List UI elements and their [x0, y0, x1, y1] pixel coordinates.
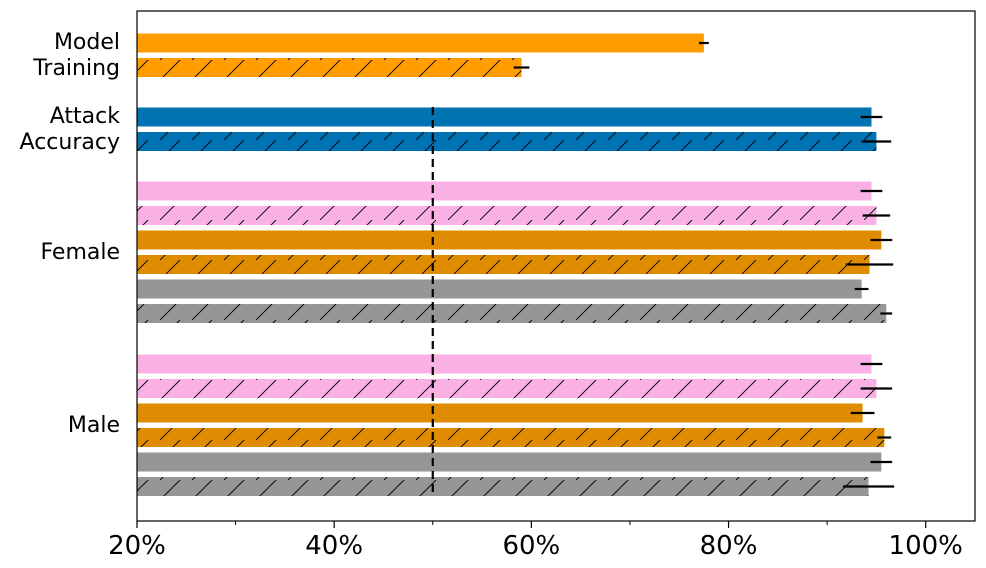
- bar-hatch-2-3: [137, 255, 870, 274]
- x-tick-label-1: 40%: [305, 531, 363, 561]
- bar-3-2: [137, 403, 863, 423]
- x-tick-label-0: 20%: [108, 531, 166, 561]
- bar-hatch-0-1: [137, 58, 522, 77]
- bar-2-0: [137, 181, 872, 201]
- bars-layer: [137, 33, 887, 496]
- bar-hatch-3-3: [137, 428, 885, 447]
- bar-1-0: [137, 107, 872, 127]
- y-label-1-1: Accuracy: [20, 130, 120, 155]
- plot-frame: [136, 10, 976, 522]
- bar-hatch-3-5: [137, 477, 869, 496]
- bar-3-4: [137, 452, 882, 472]
- bar-0-0: [137, 33, 704, 53]
- bar-hatch-1-1: [137, 132, 877, 151]
- bar-hatch-3-1: [137, 379, 877, 398]
- bar-hatch-2-5: [137, 304, 887, 323]
- y-label-2-0: Female: [40, 240, 120, 265]
- bar-hatch-2-1: [137, 206, 877, 225]
- x-tick-label-4: 100%: [889, 531, 963, 561]
- x-tick-label-3: 80%: [700, 531, 758, 561]
- y-label-3-0: Male: [68, 413, 120, 438]
- y-label-1-0: Attack: [50, 104, 120, 129]
- bar-2-4: [137, 279, 862, 299]
- error-bars-layer: [513, 41, 895, 488]
- y-label-0-1: Training: [32, 56, 120, 81]
- bar-2-2: [137, 230, 882, 250]
- bar-3-0: [137, 354, 872, 374]
- y-label-0-0: Model: [54, 30, 120, 55]
- x-axis: 20% 40% 60% 80% 100%: [108, 521, 963, 561]
- x-tick-label-2: 60%: [502, 531, 560, 561]
